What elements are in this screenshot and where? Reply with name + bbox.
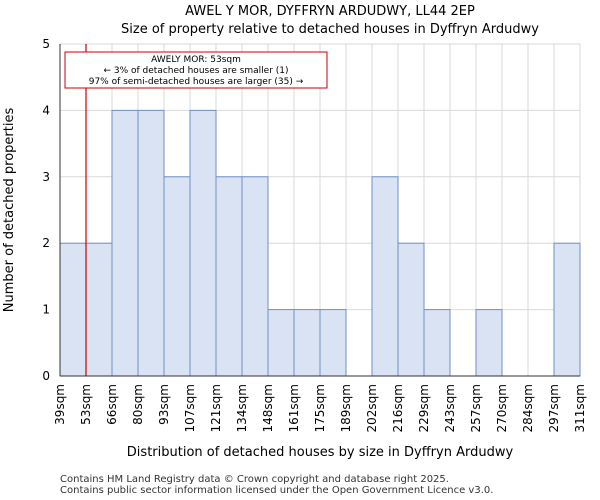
- bar: [137, 109, 165, 377]
- bars: [59, 109, 581, 377]
- annotation-frame: [64, 51, 328, 89]
- bar: [397, 242, 425, 377]
- bar: [423, 309, 451, 377]
- bar: [267, 309, 295, 377]
- bar: [85, 242, 113, 377]
- y-axis-label: Number of detached properties: [2, 108, 17, 313]
- annotation-line: ← 3% of detached houses are smaller (1): [103, 66, 288, 76]
- x-tick-label: 66sqm: [105, 384, 119, 425]
- bar: [163, 176, 191, 377]
- x-tick-label: 311sqm: [573, 384, 587, 432]
- chart-subtitle: Size of property relative to detached ho…: [121, 22, 539, 37]
- bar: [215, 176, 243, 377]
- x-tick-label: 121sqm: [209, 384, 223, 432]
- bar: [111, 109, 139, 377]
- x-tick-label: 53sqm: [79, 384, 93, 425]
- x-tick-label: 257sqm: [469, 384, 483, 432]
- y-tick-label: 4: [42, 103, 50, 117]
- x-tick-labels: 39sqm 53sqm 66sqm 80sqm 93sqm 107sqm 121sqm 134…: [53, 384, 587, 432]
- x-tick-label: 134sqm: [235, 384, 249, 432]
- x-tick-label: 80sqm: [131, 384, 145, 425]
- x-tick-label: 297sqm: [547, 384, 561, 432]
- x-tick-label: 229sqm: [417, 384, 431, 432]
- y-tick-label: 5: [42, 37, 50, 51]
- bar: [189, 109, 217, 377]
- x-tick-label: 243sqm: [443, 384, 457, 432]
- x-tick-label: 93sqm: [157, 384, 171, 425]
- y-tick-label: 1: [42, 303, 50, 317]
- x-tick-label: 270sqm: [495, 384, 509, 432]
- y-tick-labels: 0 1 2 3 4 5: [42, 37, 50, 383]
- bar: [475, 309, 503, 377]
- footer-line-2: Contains public sector information licen…: [60, 485, 494, 496]
- x-tick-label: 284sqm: [521, 384, 535, 432]
- x-tick-label: 189sqm: [339, 384, 353, 432]
- bar: [553, 242, 581, 377]
- axes: [59, 44, 580, 377]
- x-tick-label: 216sqm: [391, 384, 405, 432]
- y-tick-label: 0: [42, 369, 50, 383]
- x-tick-label: 148sqm: [261, 384, 275, 432]
- annotation-line: AWELY MOR: 53sqm: [151, 55, 241, 65]
- x-axis-label: Distribution of detached houses by size …: [127, 445, 514, 460]
- annotation-line: 97% of semi-detached houses are larger (…: [89, 77, 304, 87]
- bar: [241, 176, 269, 377]
- x-tick-label: 202sqm: [365, 384, 379, 432]
- y-tick-label: 2: [42, 236, 50, 250]
- bar: [293, 309, 321, 377]
- bar: [59, 242, 87, 377]
- x-tick-label: 161sqm: [287, 384, 301, 432]
- x-tick-label: 107sqm: [183, 384, 197, 432]
- chart: AWEL Y MOR, DYFFRYN ARDUDWY, LL44 2EP Si…: [2, 4, 587, 460]
- bar: [371, 176, 399, 377]
- x-tick-label: 175sqm: [313, 384, 327, 432]
- x-tick-label: 39sqm: [53, 384, 67, 425]
- y-tick-label: 3: [42, 170, 50, 184]
- footer-line-1: Contains HM Land Registry data © Crown c…: [60, 474, 449, 485]
- chart-title: AWEL Y MOR, DYFFRYN ARDUDWY, LL44 2EP: [185, 4, 475, 19]
- annotation-box: AWELY MOR: 53sqm← 3% of detached houses …: [64, 51, 328, 89]
- bar: [319, 309, 347, 377]
